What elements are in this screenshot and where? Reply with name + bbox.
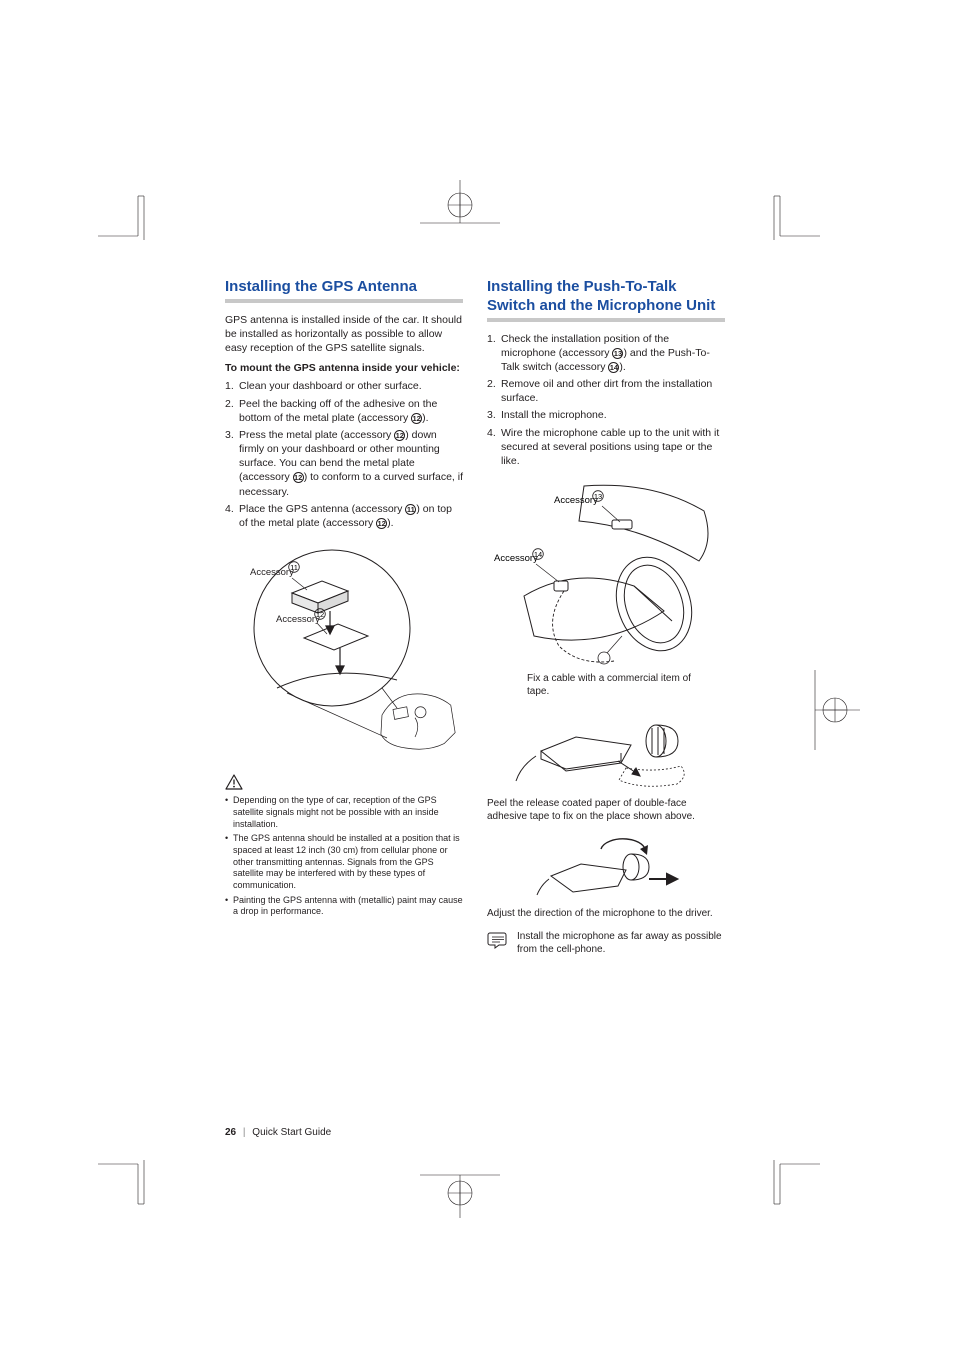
page-number: 26: [225, 1127, 236, 1138]
cropmark-br: [760, 1160, 820, 1210]
mic-figure-1: Accessory 13 Accessory 14: [487, 476, 725, 666]
mic-note-text: Install the microphone as far away as po…: [517, 930, 725, 956]
svg-text:Accessory: Accessory: [250, 567, 294, 578]
warning-icon: [225, 774, 463, 793]
gps-figure: Accessory 11 Accessory 12: [225, 538, 463, 768]
gps-steps: Clean your dashboard or other surface. P…: [225, 379, 463, 530]
cropmark-bc: [420, 1168, 500, 1218]
svg-text:14: 14: [533, 550, 541, 559]
mic-figure-3: [487, 831, 725, 901]
mic-fig3-caption: Adjust the direction of the microphone t…: [487, 907, 725, 920]
footer-separator: |: [243, 1127, 246, 1138]
cropmark-tl: [98, 190, 148, 240]
mic-note-row: Install the microphone as far away as po…: [487, 930, 725, 956]
page-footer: 26 | Quick Start Guide: [225, 1127, 331, 1138]
cropmark-tr: [760, 190, 820, 240]
mic-figure-2: [487, 706, 725, 791]
note-icon: [487, 931, 509, 954]
gps-step-1: Clean your dashboard or other surface.: [225, 379, 463, 393]
mic-step-2: Remove oil and other dirt from the insta…: [487, 377, 725, 405]
cropmark-mr: [810, 670, 860, 750]
svg-text:Accessory: Accessory: [554, 495, 598, 506]
svg-text:12: 12: [315, 610, 323, 619]
gps-step-2: Peel the backing off of the adhesive on …: [225, 397, 463, 425]
svg-text:Accessory: Accessory: [494, 553, 538, 564]
left-column: Installing the GPS Antenna GPS antenna i…: [225, 278, 463, 956]
gps-note-2: The GPS antenna should be installed at a…: [225, 833, 463, 891]
mic-step-4: Wire the microphone cable up to the unit…: [487, 426, 725, 469]
cropmark-bl: [98, 1160, 148, 1210]
gps-intro: GPS antenna is installed inside of the c…: [225, 313, 463, 356]
svg-text:13: 13: [593, 492, 601, 501]
mic-steps: Check the installation position of the m…: [487, 332, 725, 469]
right-column: Installing the Push-To-Talk Switch and t…: [487, 278, 725, 956]
mic-fig2-caption: Peel the release coated paper of double-…: [487, 797, 725, 823]
gps-note-3: Painting the GPS antenna with (metallic)…: [225, 895, 463, 918]
mic-step-3: Install the microphone.: [487, 408, 725, 422]
cropmark-tc: [420, 180, 500, 230]
right-section-title: Installing the Push-To-Talk Switch and t…: [487, 278, 725, 322]
svg-text:Accessory: Accessory: [276, 614, 320, 625]
gps-step-3: Press the metal plate (accessory 12) dow…: [225, 428, 463, 499]
mic-fig1-caption: Fix a cable with a commercial item of ta…: [487, 672, 725, 698]
svg-text:11: 11: [290, 563, 298, 572]
gps-step-4: Place the GPS antenna (accessory 11) on …: [225, 502, 463, 530]
gps-notes: Depending on the type of car, reception …: [225, 795, 463, 918]
left-section-title: Installing the GPS Antenna: [225, 278, 463, 303]
gps-subhead: To mount the GPS antenna inside your veh…: [225, 361, 463, 375]
gps-note-1: Depending on the type of car, reception …: [225, 795, 463, 830]
mic-step-1: Check the installation position of the m…: [487, 332, 725, 375]
footer-title: Quick Start Guide: [252, 1127, 331, 1138]
